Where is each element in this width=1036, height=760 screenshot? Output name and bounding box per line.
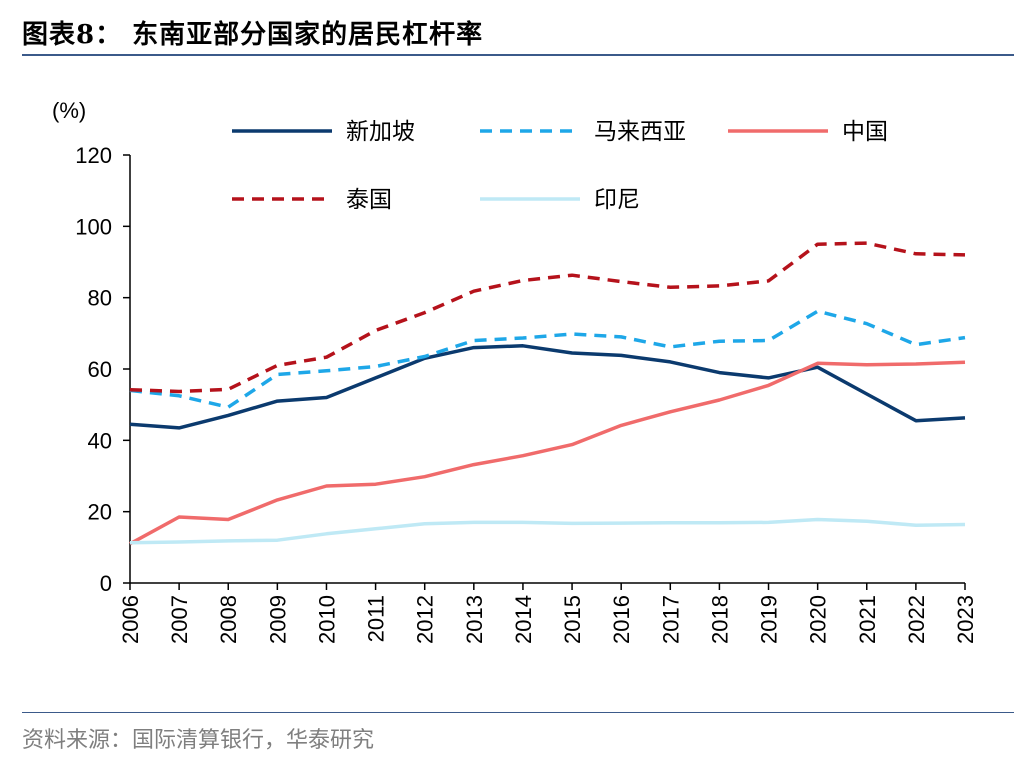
x-tick-label: 2012 [413,595,438,644]
x-tick-label: 2010 [314,595,339,644]
x-tick-label: 2019 [757,595,782,644]
legend-label: 中国 [842,119,888,145]
x-tick-label: 2007 [167,595,192,644]
x-tick-label: 2023 [953,595,978,644]
x-tick-label: 2016 [609,595,634,644]
x-tick-label: 2018 [707,595,732,644]
source-divider [22,712,1014,713]
x-tick-label: 2008 [216,595,241,644]
x-tick-label: 2013 [462,595,487,644]
y-unit-label: (%) [52,98,86,123]
series-line-0 [129,344,966,430]
legend-label: 印尼 [594,187,640,213]
x-tick-label: 2009 [265,595,290,644]
x-tick-label: 2011 [364,595,389,642]
legend-label: 泰国 [346,187,392,213]
x-tick-label: 2015 [560,595,585,644]
y-tick-label: 120 [75,143,112,168]
x-tick-label: 2022 [904,595,929,644]
y-tick-label: 20 [88,500,112,525]
title-divider [22,54,1014,56]
y-tick-label: 60 [88,357,112,382]
x-tick-label: 2020 [806,595,831,644]
x-tick-label: 2017 [658,595,683,644]
legend-label: 马来西亚 [594,119,686,145]
y-tick-label: 80 [88,286,112,311]
chart-title: 图表8： 东南亚部分国家的居民杠杆率 [22,20,484,50]
x-tick-label: 2006 [118,595,143,644]
x-tick-label: 2021 [855,595,880,644]
y-tick-label: 40 [88,428,112,453]
series-line-2 [129,360,966,546]
series-line-4 [129,517,966,545]
legend-label: 新加坡 [346,119,415,145]
series-line-3 [129,241,966,394]
source-note: 资料来源：国际清算银行，华泰研究 [22,728,375,753]
y-tick-label: 0 [100,571,112,596]
x-tick-label: 2014 [511,595,536,644]
y-tick-label: 100 [75,214,112,239]
series-line-1 [129,309,966,409]
